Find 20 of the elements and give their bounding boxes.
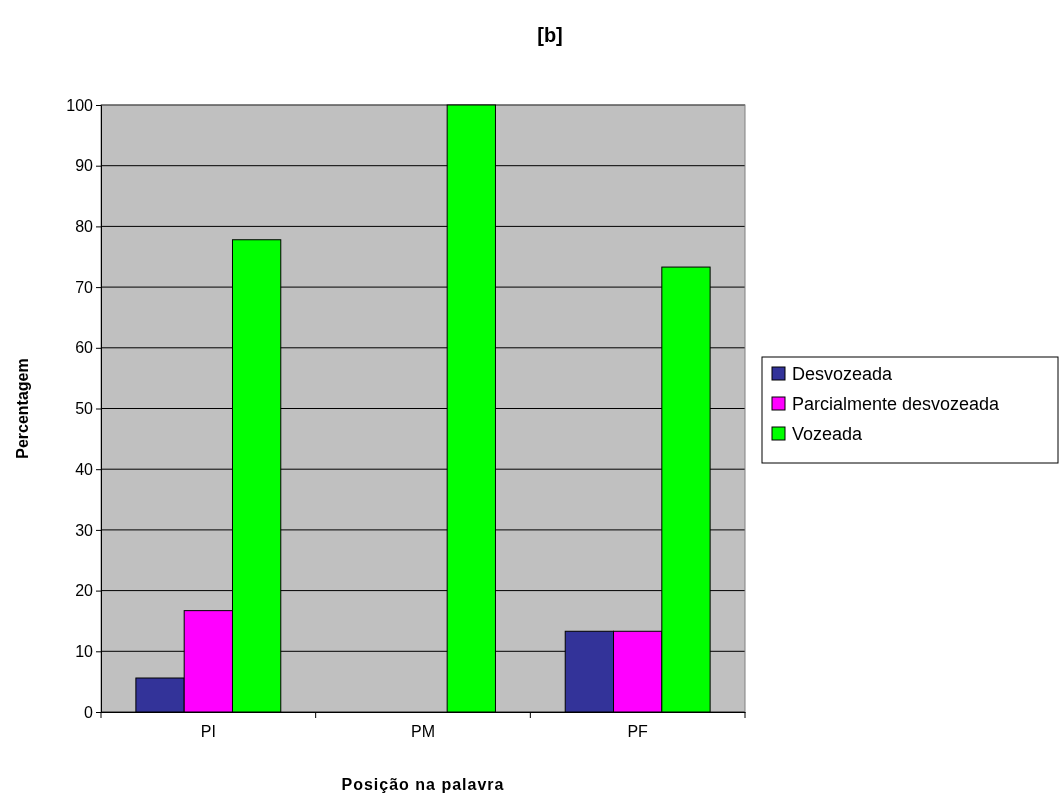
y-tick-label: 80: [75, 218, 94, 236]
chart-title: [b]: [537, 24, 563, 46]
x-axis-title: Posição na palavra: [341, 776, 505, 793]
y-tick-label: 90: [75, 157, 94, 175]
y-tick-label: 10: [75, 642, 94, 660]
y-tick-label: 20: [75, 582, 94, 600]
legend-label: Desvozeada: [792, 364, 894, 384]
y-tick-label: 40: [75, 460, 94, 478]
y-tick-label: 100: [66, 96, 94, 114]
y-tick-label: 70: [75, 278, 94, 296]
x-tick-label: PI: [200, 723, 216, 741]
y-tick-label: 30: [75, 521, 94, 539]
legend-label: Vozeada: [792, 424, 864, 444]
legend-label: Parcialmente desvozeada: [792, 394, 1001, 414]
y-tick-label: 50: [75, 400, 94, 418]
x-tick-label: PF: [627, 723, 649, 741]
y-axis-title: Percentagem: [14, 358, 31, 459]
y-tick-label: 0: [84, 703, 94, 721]
y-tick-label: 60: [75, 339, 94, 357]
x-tick-label: PM: [411, 723, 435, 741]
